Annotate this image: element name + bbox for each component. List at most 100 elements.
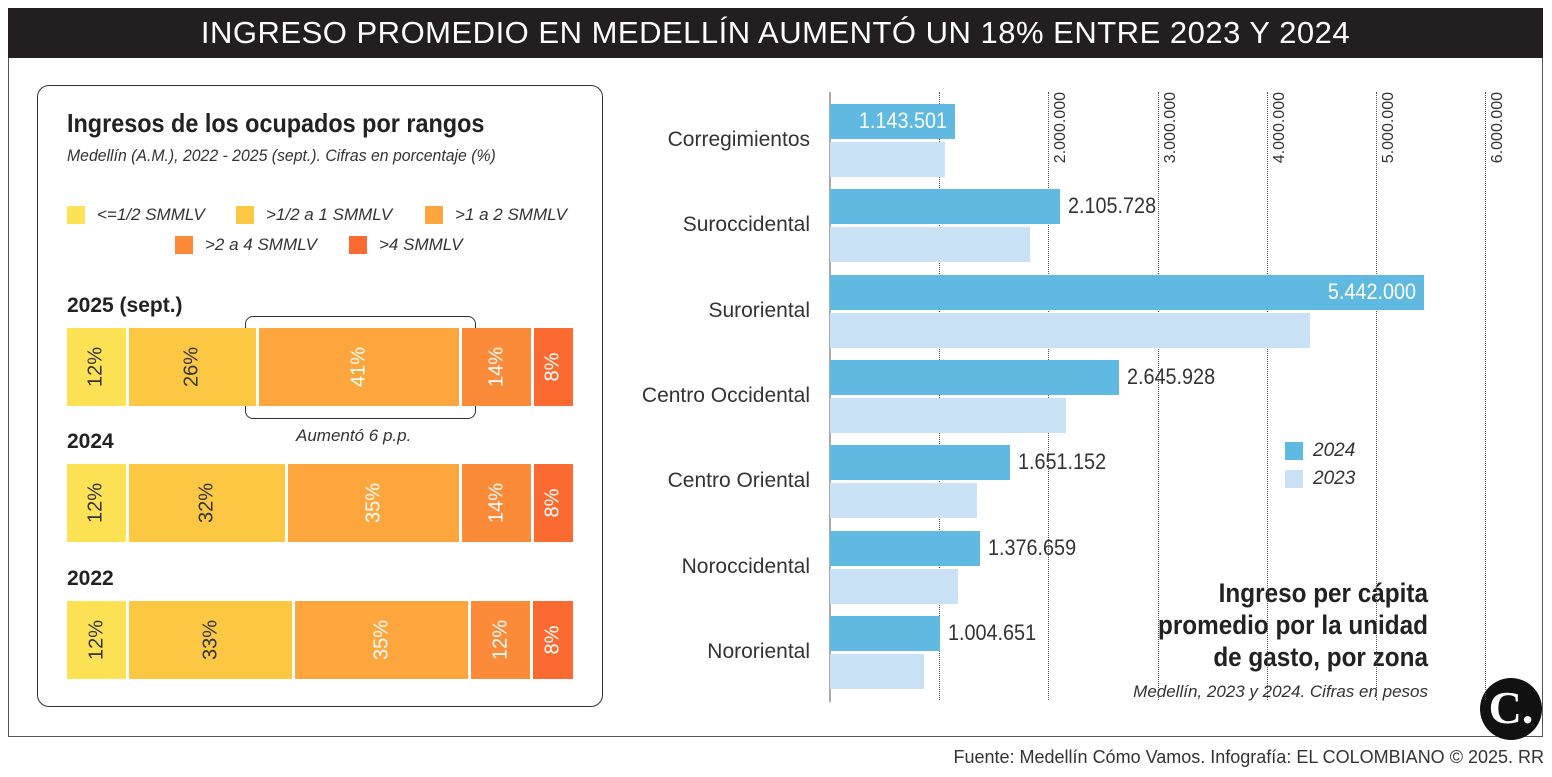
data-label: 2.105.728 [1067,193,1157,219]
bar-2023 [830,483,978,519]
bar-2024 [830,615,940,651]
zone-chart-subtitle: Medellín, 2023 y 2024. Cifras en pesos [1133,682,1428,701]
category-label: 2024 [67,430,114,453]
category-label: Noroccidental [681,554,810,578]
data-label: 35% [370,619,393,661]
gridline [1266,92,1268,700]
legend-label: <=1/2 SMMLV [97,205,205,224]
bar-segment: 32% [128,464,286,542]
zone-chart-title: Ingreso per cápita promedio por la unida… [1158,578,1429,672]
data-label: 5.442.000 [1328,278,1417,304]
data-label: 12% [84,482,107,524]
bar-2024 [830,359,1119,395]
bar-2024 [830,530,981,566]
data-label: 8% [541,352,564,382]
ranges-chart-subtitle: Medellín (A.M.), 2022 - 2025 (sept.). Ci… [67,146,496,165]
legend-label: >4 SMMLV [379,235,463,254]
legend-swatch [67,206,85,224]
bar-segment: 14% [462,328,531,406]
bar-segment: 12% [471,601,531,679]
legend-swatch [1285,442,1303,460]
bar-segment: 35% [288,464,460,542]
bar-2023 [830,312,1311,348]
legend-swatch [175,236,193,254]
data-label: 12% [84,346,107,388]
bar-2024 [830,445,1011,481]
legend-swatch [349,236,367,254]
page-title: INGRESO PROMEDIO EN MEDELLÍN AUMENTÓ UN … [8,8,1543,58]
legend-item: >2 a 4 SMMLV [175,235,317,255]
bar-segment: 8% [533,601,573,679]
bar-segment: 41% [258,328,460,406]
income-ranges-panel [37,85,603,707]
category-label: 2022 [67,567,114,590]
el-colombiano-logo: C. [1480,678,1542,740]
category-label: Centro Oriental [667,469,810,493]
data-label: 8% [541,625,564,655]
data-label: 1.376.659 [988,534,1077,560]
stacked-bar: 12% 32% 35% 14% 8% [67,464,573,542]
legend-swatch [425,206,443,224]
bar-2023 [830,397,1066,433]
data-label: 1.143.501 [858,108,947,133]
data-label: 32% [195,482,218,524]
x-tick-label: 2.000.000 [1052,92,1070,164]
bar-2024 [830,104,955,139]
bar-2024 [830,274,1425,310]
legend-label: 2024 [1313,440,1356,461]
bar-2023 [830,568,958,604]
bar-segment: 8% [533,328,573,406]
data-label: 12% [85,619,108,661]
gridline [1376,92,1377,700]
stacked-bar: 12% 26% 41% 14% 8% [67,328,573,406]
bar-segment: 14% [462,464,531,542]
bar-2023 [830,653,924,689]
legend-swatch [1285,470,1303,488]
data-label: 33% [199,619,222,661]
category-label: Suroccidental [682,213,810,237]
x-tick-label: 5.000.000 [1380,92,1397,164]
bar-segment: 35% [295,601,469,679]
category-label: Nororiental [707,639,810,663]
category-label: 2025 (sept.) [67,294,183,317]
bar-segment: 12% [67,328,126,406]
x-tick-label: 6.000.000 [1489,92,1507,164]
bar-2023 [830,142,945,177]
data-label: 14% [485,346,508,388]
bar-2023 [830,227,1030,263]
data-label: 8% [541,488,564,518]
y-axis-line [829,92,831,702]
legend-swatch [236,206,254,224]
x-tick-label: 3.000.000 [1161,92,1179,164]
legend-item: >1 a 2 SMMLV [425,205,567,225]
bar-segment: 12% [67,601,127,679]
legend-item: >1/2 a 1 SMMLV [236,205,392,225]
data-label: 1.651.152 [1018,449,1107,475]
legend-label: >2 a 4 SMMLV [205,235,317,254]
legend-item: 2024 [1285,440,1355,462]
data-label: 14% [485,482,508,524]
bar-segment: 26% [128,328,256,406]
ranges-chart-title: Ingresos de los ocupados por rangos [67,108,485,138]
data-label: 1.004.651 [947,619,1036,645]
bar-segment: 33% [129,601,293,679]
bar-2024 [830,189,1060,225]
category-label: Suroriental [708,298,810,322]
legend-item: 2023 [1285,468,1355,490]
gridline [1485,92,1487,700]
data-label: 12% [489,619,512,661]
category-label: Centro Occidental [641,383,810,407]
x-tick-label: 4.000.000 [1270,92,1288,164]
data-label: 41% [347,346,370,388]
gridline [1048,92,1050,700]
gridline [1157,92,1159,700]
bar-segment: 8% [533,464,573,542]
source-credit: Fuente: Medellín Cómo Vamos. Infografía:… [953,747,1544,767]
annotation: Aumentó 6 p.p. [296,426,412,445]
legend-item: <=1/2 SMMLV [67,205,205,225]
category-label: Corregimientos [667,128,810,151]
legend-label: >1/2 a 1 SMMLV [266,205,393,224]
stacked-bar: 12% 33% 35% 12% 8% [67,601,573,679]
bar-segment: 12% [67,464,126,542]
data-label: 26% [180,346,203,388]
